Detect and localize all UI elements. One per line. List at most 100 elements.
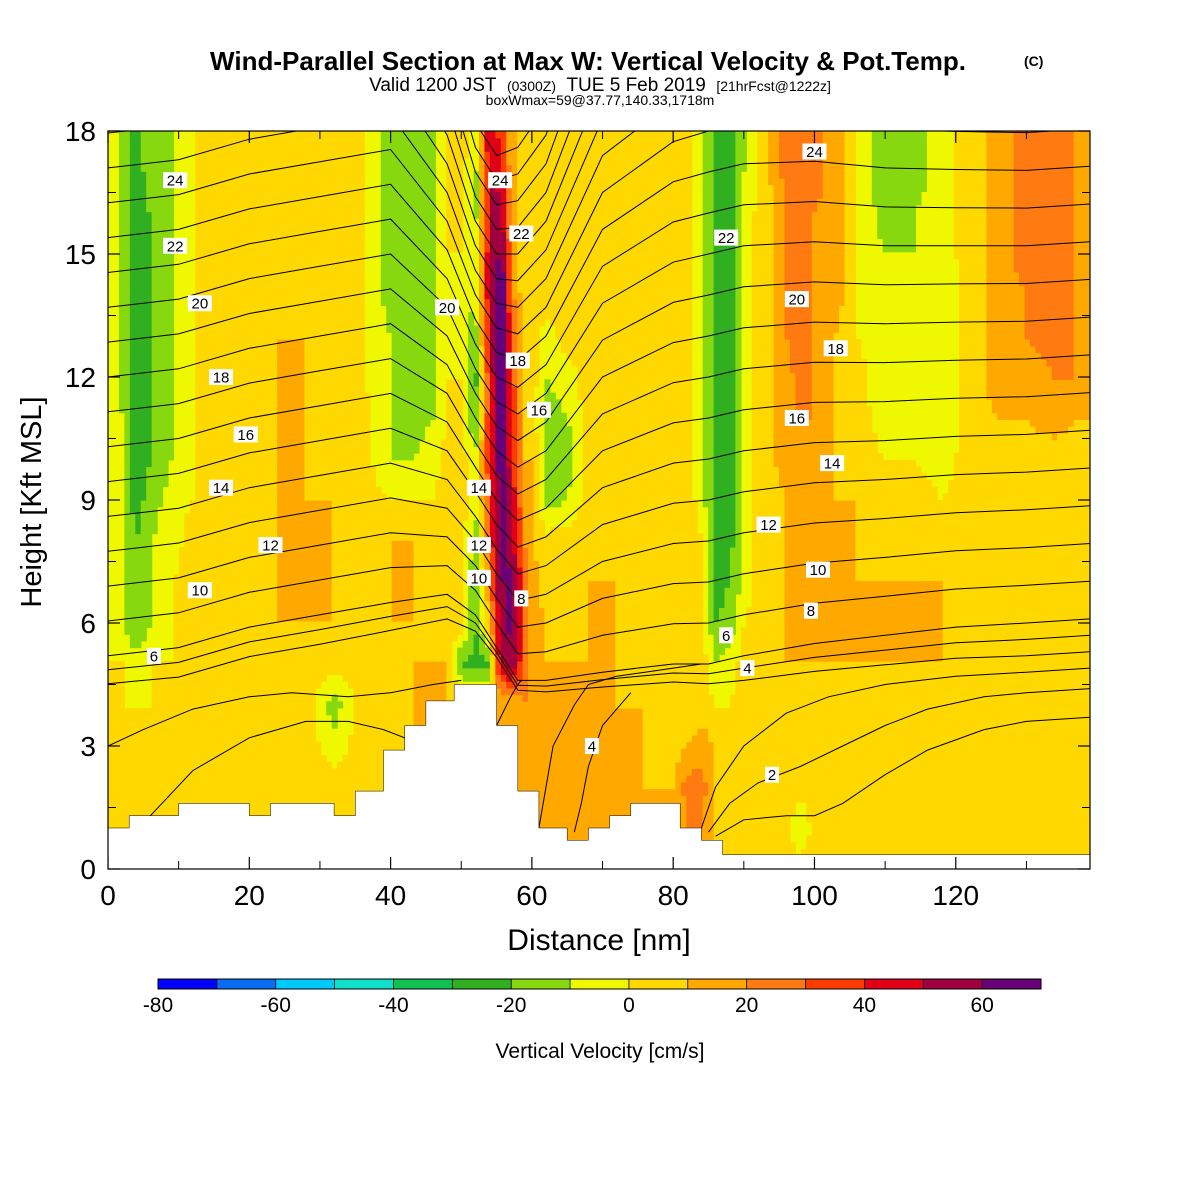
velocity-cell [391,546,415,555]
terrain [108,684,1090,869]
velocity-cell [484,614,491,622]
velocity-cell [735,399,742,407]
contour-label-box [146,647,161,664]
velocity-cell [386,305,436,313]
colorbar-tick-label: -80 [143,994,173,1017]
velocity-cell [489,325,496,333]
velocity-cell [511,620,518,629]
velocity-cell [413,741,644,749]
velocity-cell [108,775,415,783]
velocity-cell [489,238,507,246]
velocity-cell [129,426,153,434]
velocity-cell [124,593,153,602]
velocity-cell [702,312,715,320]
velocity-cell [118,251,131,260]
contour-label-box [584,738,599,754]
velocity-cell [751,453,775,461]
velocity-cell [533,540,704,548]
velocity-cell [124,587,153,595]
contour-label-box [209,479,234,496]
velocity-cell [151,385,175,394]
velocity-cell [484,627,491,635]
velocity-cell [702,298,715,307]
velocity-cell [413,728,644,736]
velocity-cell [953,204,987,213]
velocity-cell [489,298,496,307]
velocity-cell [517,231,693,239]
velocity-cell [277,419,305,427]
velocity-cell [751,567,786,575]
velocity-cell [751,587,786,595]
velocity-cell [751,479,780,488]
contour-label-box [784,410,809,426]
velocity-cell [129,359,153,367]
velocity-cell [735,231,742,239]
velocity-cell [135,520,142,528]
velocity-cell [489,526,496,535]
velocity-cell [511,453,518,461]
velocity-cell [768,177,786,186]
velocity-cell [124,520,136,528]
velocity-cell [489,399,496,407]
velocity-cell [811,231,846,239]
velocity-cell [702,251,715,260]
velocity-cell [506,426,513,434]
velocity-cell [108,721,316,729]
velocity-cell [1051,432,1058,441]
velocity-cell [304,459,371,468]
velocity-cell [877,224,917,233]
theta-contour-line [108,131,1059,335]
velocity-cell [533,493,540,501]
velocity-cell [1013,204,1075,213]
velocity-cell [413,580,464,588]
velocity-cell [478,312,486,320]
velocity-cell [489,332,496,340]
velocity-cell [713,399,736,407]
velocity-cell [478,526,486,535]
contour-label-box [163,172,188,189]
velocity-cell [151,251,175,260]
velocity-cell [506,385,513,394]
velocity-cell [1019,271,1075,280]
velocity-cell [702,795,715,803]
velocity-cell [178,553,278,561]
velocity-cell [784,500,857,508]
velocity-cell [713,654,720,662]
velocity-cell [484,231,491,239]
velocity-cell [511,365,518,374]
velocity-cell [331,546,393,555]
velocity-cell [108,714,316,722]
velocity-cell [489,198,502,206]
velocity-cell [942,640,1090,649]
velocity-cell [773,292,786,300]
velocity-cell [833,473,927,481]
velocity-cell [468,392,480,400]
velocity-cell [713,325,736,333]
velocity-cell [517,271,693,280]
velocity-cell [751,345,775,353]
velocity-cell [517,654,524,662]
velocity-cell [511,312,518,320]
velocity-cell [773,198,786,206]
velocity-cell [779,151,824,159]
velocity-cell [118,224,131,233]
velocity-cell [413,687,447,696]
velocity-cell [457,661,464,669]
velocity-cell [495,493,502,501]
velocity-cell [108,741,322,749]
velocity-cell [506,164,513,172]
velocity-cell [784,238,813,246]
velocity-cell [757,191,775,199]
velocity-cell [495,432,507,441]
velocity-cell [151,372,175,380]
velocity-cell [582,419,693,427]
velocity-cell [735,292,742,300]
velocity-cell [129,131,142,139]
velocity-cell [129,198,147,206]
velocity-cell [702,238,715,246]
theta-contour-line [108,679,462,747]
velocity-cell [773,459,835,468]
velocity-cell [702,385,715,394]
velocity-cell [151,399,175,407]
velocity-cell [528,546,535,555]
